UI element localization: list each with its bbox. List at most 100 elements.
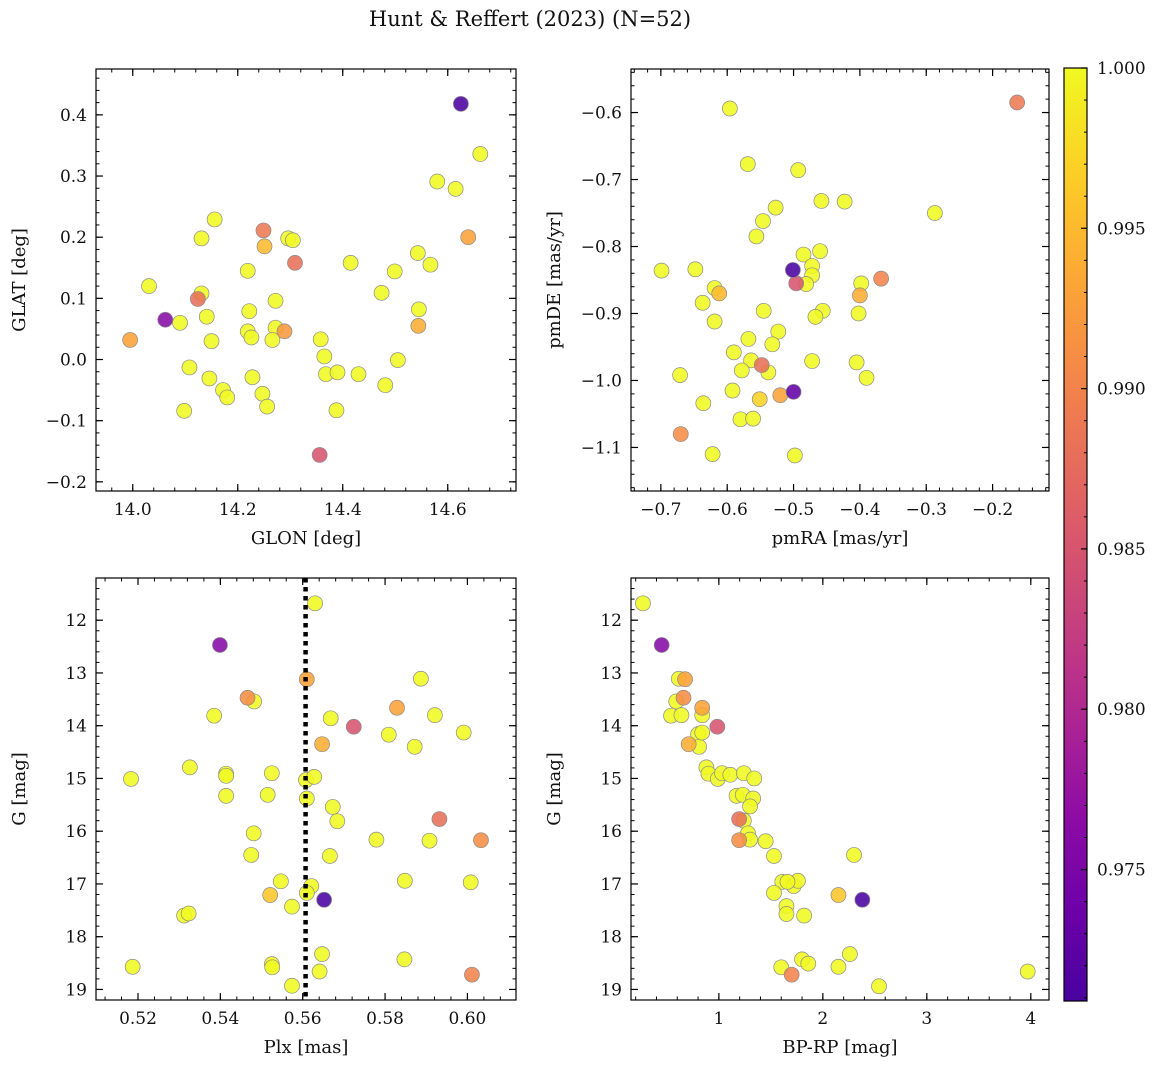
y-tick-label: 18 (65, 928, 87, 948)
data-point (193, 230, 210, 247)
data-point (796, 907, 812, 924)
data-point (706, 313, 723, 330)
data-point (182, 759, 198, 776)
y-tick-label: −0.2 (46, 473, 87, 493)
data-point (694, 699, 711, 716)
data-point (725, 344, 742, 361)
data-point (785, 262, 801, 278)
data-point (800, 955, 817, 972)
data-point (206, 707, 223, 724)
data-point (262, 887, 279, 903)
data-point (255, 222, 272, 239)
data-point (830, 958, 847, 975)
data-point (790, 162, 807, 178)
x-tick-label: 3 (921, 1009, 932, 1029)
data-point (329, 813, 346, 830)
data-point (201, 370, 218, 387)
x-tick-label: −0.3 (906, 500, 947, 520)
y-tick-label: 17 (65, 875, 87, 895)
data-point (245, 825, 262, 842)
y-tick-label: −0.1 (46, 412, 87, 432)
x-tick-label: −0.4 (839, 500, 880, 520)
data-point (460, 229, 477, 246)
y-tick-label: 17 (600, 875, 622, 895)
axes-frame-glon-glat (95, 68, 517, 492)
data-point (722, 100, 738, 117)
data-point (778, 906, 795, 922)
axes-frame-bprp-g (630, 577, 1050, 1001)
data-point (218, 767, 234, 784)
y-tick-label: 16 (65, 822, 87, 842)
data-point (767, 199, 784, 216)
data-point (680, 736, 697, 753)
data-point (377, 377, 394, 394)
panel-pmra-pmde: −0.7 −0.6 −0.5 −0.4 −0.3 −0.2 −1.1 −1.0 −0.9 −0.8… (544, 68, 1050, 549)
x-axis-label: BP-RP [mag] (782, 1037, 897, 1058)
data-point (746, 770, 763, 787)
data-point (675, 689, 692, 706)
data-point (239, 689, 256, 706)
data-point (259, 786, 276, 803)
data-point (314, 736, 330, 753)
y-axis-label: pmDE [mas/yr] (544, 211, 565, 349)
data-point (172, 314, 188, 331)
data-point (342, 255, 359, 271)
data-point (748, 228, 765, 245)
data-point (807, 308, 824, 325)
data-point (739, 156, 756, 172)
colorbar-tick-label: 0.990 (1097, 380, 1146, 400)
x-tick-label: 0.60 (448, 1009, 486, 1029)
data-point (1019, 963, 1036, 980)
data-point (871, 978, 887, 995)
data-point (328, 402, 345, 419)
data-point (190, 291, 206, 307)
data-point (413, 670, 429, 687)
data-point (842, 946, 858, 962)
data-point (873, 270, 889, 287)
data-point (694, 294, 711, 311)
data-point (306, 769, 323, 785)
x-tick-label: −0.5 (773, 500, 814, 520)
data-point (740, 331, 757, 347)
x-tick-label: −0.6 (707, 500, 748, 520)
data-point (770, 323, 787, 340)
y-tick-label: 0.4 (60, 106, 87, 126)
data-point (848, 354, 865, 371)
data-point (263, 765, 280, 782)
data-point (396, 951, 413, 968)
data-point (345, 718, 362, 735)
data-point (731, 811, 747, 827)
data-point (635, 595, 651, 612)
data-point (711, 285, 728, 302)
x-axis-label: pmRA [mas/yr] (772, 528, 909, 549)
data-point (264, 332, 281, 348)
data-point (755, 213, 771, 229)
data-point (267, 292, 284, 309)
panel-plx-g: 0.52 0.54 0.56 0.58 0.60 12 13 14 15 16 17 18 19 Plx … (9, 577, 517, 1058)
y-tick-label: 18 (600, 928, 622, 948)
data-point (836, 193, 853, 210)
data-point (795, 246, 812, 263)
data-point (672, 367, 688, 383)
points-plx-g (123, 595, 489, 994)
data-point (429, 173, 446, 190)
colorbar-tick-label: 0.980 (1097, 700, 1146, 720)
y-tick-label: 16 (600, 822, 622, 842)
data-point (368, 831, 385, 848)
y-tick-label: 12 (65, 611, 87, 631)
data-point (695, 395, 712, 412)
data-point (256, 238, 273, 255)
data-point (389, 699, 405, 716)
data-point (212, 637, 228, 653)
data-point (1009, 94, 1026, 111)
points-glon-glat (122, 96, 489, 463)
figure-title: Hunt & Reffert (2023) (N=52) (369, 7, 691, 31)
data-point (176, 403, 193, 419)
data-point (284, 977, 300, 994)
data-point (850, 305, 867, 322)
y-tick-label: 14 (65, 717, 87, 737)
x-tick-label: 2 (817, 1009, 828, 1029)
y-tick-label: 13 (600, 664, 622, 684)
colorbar-gradient (1063, 67, 1088, 1002)
